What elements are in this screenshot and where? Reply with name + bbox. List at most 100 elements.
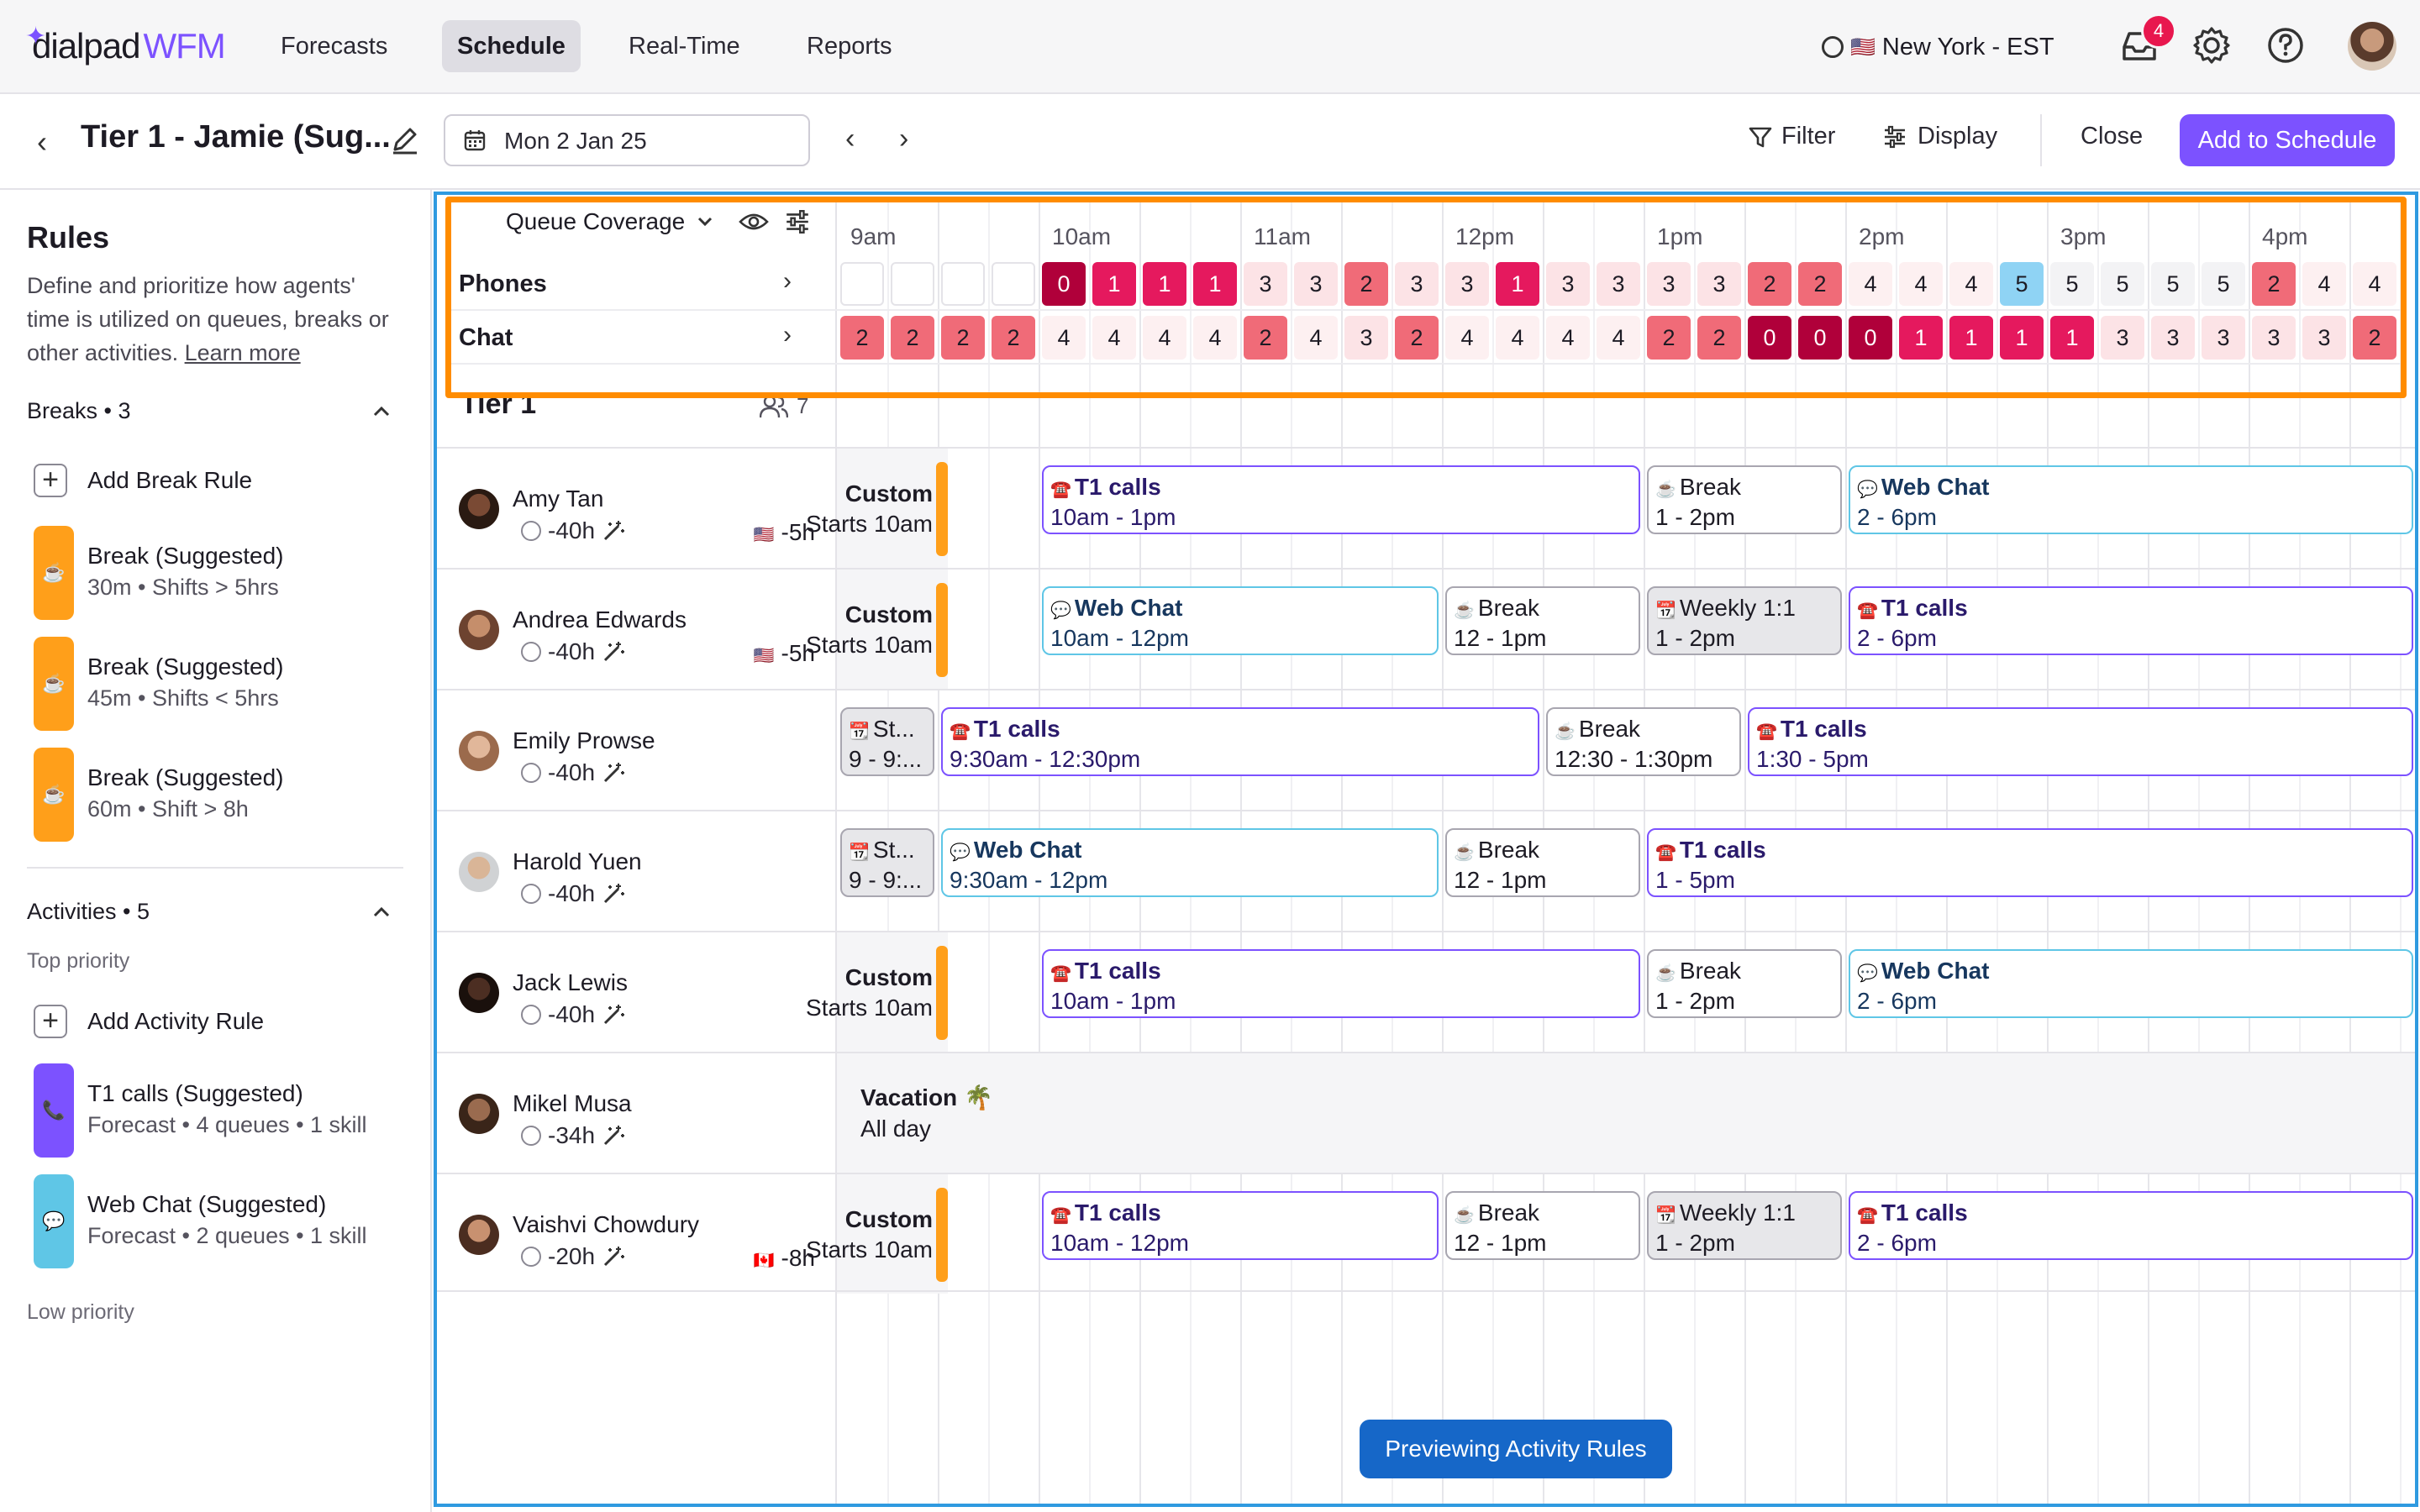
coverage-cell[interactable]: 4 — [1143, 316, 1186, 360]
calls-activity-block[interactable]: ☎️ T1 calls 10am - 1pm — [1042, 465, 1640, 534]
timezone-selector[interactable]: 🇺🇸 New York - EST — [1822, 25, 2054, 69]
coverage-cell[interactable]: 2 — [2252, 262, 2296, 306]
coverage-cell[interactable] — [941, 262, 985, 306]
web-chat-activity-block[interactable]: 💬 Web Chat 2 - 6pm — [1849, 465, 2413, 534]
coverage-cell[interactable]: 1 — [2050, 316, 2094, 360]
break-activity-block[interactable]: ☕ Break 12 - 1pm — [1445, 828, 1640, 897]
coverage-cell[interactable]: 0 — [1798, 316, 1842, 360]
agent-name[interactable]: Jack Lewis — [513, 969, 628, 995]
agent-name[interactable]: Amy Tan — [513, 486, 604, 512]
add-activity-rule-button[interactable]: + Add Activity Rule — [34, 1005, 264, 1038]
chevron-right-icon[interactable]: › — [783, 267, 792, 295]
agent-name[interactable]: Mikel Musa — [513, 1090, 632, 1116]
break-activity-block[interactable]: ☕ Break 12:30 - 1:30pm — [1546, 707, 1741, 776]
chevron-right-icon[interactable]: › — [783, 321, 792, 349]
coverage-cell[interactable]: 1 — [1193, 262, 1237, 306]
coverage-cell[interactable]: 3 — [1445, 262, 1489, 306]
eye-icon[interactable] — [739, 210, 770, 234]
coverage-cell[interactable]: 3 — [1647, 262, 1691, 306]
gear-icon[interactable] — [2188, 22, 2235, 69]
coverage-cell[interactable]: 5 — [2202, 262, 2245, 306]
web-chat-activity-block[interactable]: 💬 Web Chat 2 - 6pm — [1849, 949, 2413, 1018]
meeting-activity-block[interactable]: 📆 St... 9 - 9:... — [840, 828, 934, 897]
vacation-block[interactable] — [837, 1053, 2417, 1173]
calls-activity-block[interactable]: ☎️ T1 calls 10am - 12pm — [1042, 1191, 1439, 1260]
coverage-cell[interactable] — [891, 262, 934, 306]
queue-coverage-dropdown[interactable]: Queue Coverage — [506, 208, 811, 235]
shift-label[interactable]: Custom Starts 10am — [806, 449, 948, 568]
coverage-cell[interactable]: 2 — [1244, 316, 1287, 360]
coverage-cell[interactable]: 3 — [2151, 316, 2195, 360]
activity-rule-card[interactable]: 📞 T1 calls (Suggested) Forecast • 4 queu… — [34, 1063, 403, 1158]
coverage-cell[interactable]: 4 — [1193, 316, 1237, 360]
break-activity-block[interactable]: ☕ Break 12 - 1pm — [1445, 1191, 1640, 1260]
coverage-cell[interactable]: 2 — [1697, 316, 1741, 360]
coverage-cell[interactable]: 4 — [1899, 262, 1943, 306]
add-break-rule-button[interactable]: + Add Break Rule — [34, 464, 252, 497]
coverage-cell[interactable]: 1 — [1092, 262, 1136, 306]
web-chat-activity-block[interactable]: 💬 Web Chat 9:30am - 12pm — [941, 828, 1439, 897]
coverage-cell[interactable]: 3 — [1395, 262, 1439, 306]
coverage-cell[interactable]: 2 — [1344, 262, 1388, 306]
coverage-cell[interactable]: 4 — [1445, 316, 1489, 360]
next-day-chevron-icon[interactable]: › — [899, 123, 909, 155]
web-chat-activity-block[interactable]: 💬 Web Chat 10am - 12pm — [1042, 586, 1439, 655]
shift-label[interactable]: Custom Starts 10am — [806, 1174, 948, 1294]
coverage-cell[interactable]: 5 — [2050, 262, 2094, 306]
coverage-cell[interactable]: 1 — [1949, 316, 1993, 360]
tab-real-time[interactable]: Real-Time — [629, 33, 740, 60]
coverage-cell[interactable]: 5 — [2101, 262, 2144, 306]
coverage-cell[interactable]: 0 — [1849, 316, 1892, 360]
agent-name[interactable]: Emily Prowse — [513, 727, 655, 753]
coverage-cell[interactable]: 1 — [2000, 316, 2044, 360]
break-activity-block[interactable]: ☕ Break 1 - 2pm — [1647, 949, 1842, 1018]
meeting-activity-block[interactable]: 📆 Weekly 1:1 1 - 2pm — [1647, 1191, 1842, 1260]
coverage-cell[interactable]: 2 — [1798, 262, 1842, 306]
pencil-icon[interactable] — [388, 123, 422, 156]
coverage-cell[interactable]: 0 — [1042, 262, 1086, 306]
agent-name[interactable]: Andrea Edwards — [513, 606, 687, 633]
coverage-cell[interactable]: 4 — [2302, 262, 2346, 306]
coverage-cell[interactable]: 4 — [1294, 316, 1338, 360]
calls-activity-block[interactable]: ☎️ T1 calls 1:30 - 5pm — [1748, 707, 2413, 776]
sliders-icon[interactable] — [784, 208, 811, 235]
coverage-cell[interactable]: 3 — [1294, 262, 1338, 306]
coverage-cell[interactable]: 3 — [2101, 316, 2144, 360]
coverage-cell[interactable]: 2 — [891, 316, 934, 360]
tab-forecasts[interactable]: Forecasts — [281, 33, 388, 60]
back-chevron-icon[interactable]: ‹ — [37, 124, 47, 159]
coverage-cell[interactable]: 3 — [2252, 316, 2296, 360]
chevron-up-icon[interactable] — [370, 400, 393, 423]
tab-schedule[interactable]: Schedule — [442, 20, 581, 72]
add-to-schedule-button[interactable]: Add to Schedule — [2180, 114, 2395, 166]
coverage-cell[interactable]: 5 — [2000, 262, 2044, 306]
coverage-cell[interactable]: 4 — [1546, 316, 1590, 360]
coverage-cell[interactable] — [992, 262, 1035, 306]
coverage-cell[interactable]: 3 — [1244, 262, 1287, 306]
break-rule-card[interactable]: ☕ Break (Suggested) 45m • Shifts < 5hrs — [34, 637, 403, 731]
coverage-cell[interactable]: 2 — [2353, 316, 2396, 360]
coverage-cell[interactable]: 2 — [1395, 316, 1439, 360]
coverage-cell[interactable]: 2 — [840, 316, 884, 360]
agent-name[interactable]: Harold Yuen — [513, 848, 642, 874]
coverage-cell[interactable]: 2 — [1647, 316, 1691, 360]
break-rule-card[interactable]: ☕ Break (Suggested) 30m • Shifts > 5hrs — [34, 526, 403, 620]
date-picker[interactable]: Mon 2 Jan 25 — [444, 114, 810, 166]
coverage-cell[interactable]: 2 — [1748, 262, 1791, 306]
coverage-cell[interactable]: 4 — [1092, 316, 1136, 360]
coverage-cell[interactable]: 2 — [941, 316, 985, 360]
coverage-cell[interactable]: 1 — [1496, 262, 1539, 306]
shift-label[interactable]: Custom Starts 10am — [806, 570, 948, 689]
coverage-cell[interactable]: 3 — [2302, 316, 2346, 360]
meeting-activity-block[interactable]: 📆 Weekly 1:1 1 - 2pm — [1647, 586, 1842, 655]
previous-day-chevron-icon[interactable]: ‹ — [845, 123, 855, 155]
coverage-cell[interactable]: 4 — [1849, 262, 1892, 306]
coverage-cell[interactable] — [840, 262, 884, 306]
coverage-cell[interactable]: 0 — [1748, 316, 1791, 360]
previewing-activity-rules-button[interactable]: Previewing Activity Rules — [1360, 1420, 1672, 1478]
agent-name[interactable]: Vaishvi Chowdury — [513, 1211, 700, 1237]
shift-label[interactable]: Custom Starts 10am — [806, 932, 948, 1052]
close-button[interactable]: Close — [2081, 123, 2144, 150]
coverage-cell[interactable]: 1 — [1143, 262, 1186, 306]
calls-activity-block[interactable]: ☎️ T1 calls 2 - 6pm — [1849, 1191, 2413, 1260]
